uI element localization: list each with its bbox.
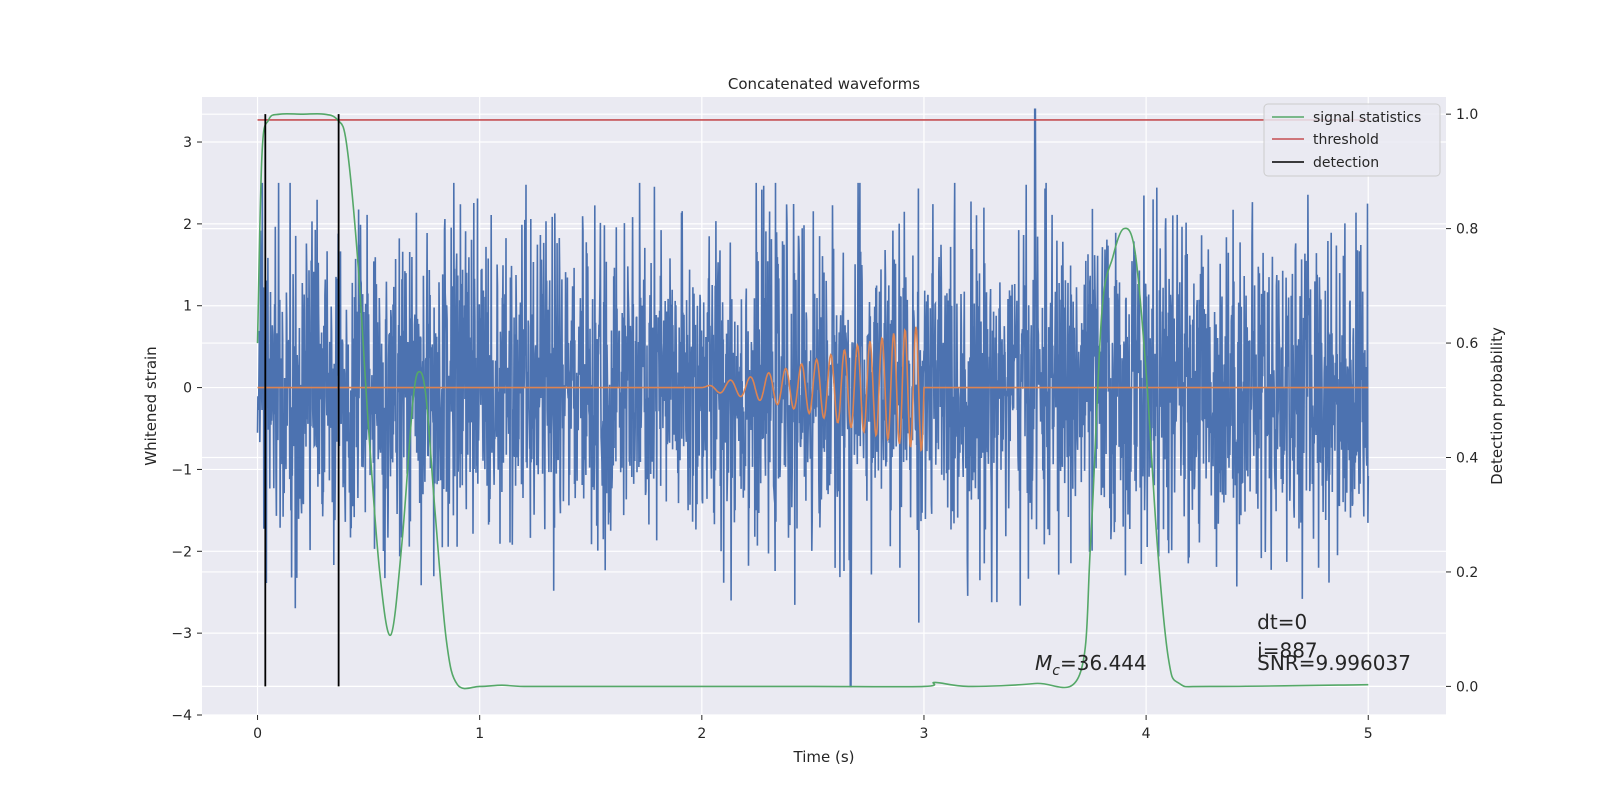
template-series — [257, 326, 1369, 452]
y-tick-label: −3 — [171, 626, 192, 642]
y-right-tick-label: 0.4 — [1456, 451, 1478, 467]
noise-line — [256, 108, 1370, 688]
y-axis-right-label: Detection probability — [1488, 327, 1506, 485]
x-tick-label: 2 — [697, 726, 706, 742]
y-right-tick-label: 0.0 — [1456, 679, 1478, 695]
legend-frame — [1263, 103, 1441, 177]
y-tick-label: 2 — [183, 217, 192, 233]
legend-label-detection: detection — [1313, 155, 1379, 171]
legend: signal statistics threshold detection — [1263, 103, 1441, 177]
chart-title: Concatenated waveforms — [728, 75, 920, 93]
y-tick-label: 3 — [183, 135, 192, 151]
x-tick-label: 3 — [920, 726, 929, 742]
noise-series — [256, 108, 1370, 688]
signal-statistics-line — [256, 112, 1369, 690]
annotations: dt=0 i=887 SNR=9.996037 Mc=36.444 — [1035, 610, 1411, 679]
y-right-tick-label: 1.0 — [1456, 107, 1478, 123]
annotation-chirp-mass-value: =36.444 — [1060, 651, 1147, 675]
legend-label-threshold: threshold — [1313, 132, 1379, 148]
annotation-snr: SNR=9.996037 — [1257, 651, 1411, 675]
ticks: 0 1 2 3 4 5 3 2 1 0 −1 −2 −3 −4 1.0 0.8 0.6 0.4 0.2 0.0 — [171, 107, 1478, 742]
legend-label-signal-statistics: signal statistics — [1313, 110, 1421, 126]
x-tick-label: 1 — [475, 726, 484, 742]
y-right-tick-label: 0.2 — [1456, 565, 1478, 581]
annotation-chirp-mass: Mc=36.444 — [1035, 651, 1147, 679]
y-right-tick-label: 0.6 — [1456, 336, 1478, 352]
x-tick-label: 5 — [1364, 726, 1373, 742]
x-axis-label: Time (s) — [793, 748, 855, 766]
y-right-tick-label: 0.8 — [1456, 222, 1478, 238]
annotation-dt: dt=0 — [1257, 610, 1307, 634]
annotation-index: i=887 — [1257, 639, 1318, 663]
y-tick-label: −4 — [171, 708, 192, 724]
y-tick-label: −1 — [171, 462, 192, 478]
y-tick-label: 0 — [183, 381, 192, 397]
x-tick-label: 4 — [1142, 726, 1151, 742]
y-tick-label: −2 — [171, 544, 192, 560]
y-axis-label: Whitened strain — [142, 346, 160, 465]
right-axis-series — [256, 112, 1369, 690]
annotation-chirp-mass-symbol: M — [1035, 651, 1052, 675]
x-tick-label: 0 — [253, 726, 262, 742]
template-line — [257, 326, 1369, 452]
annotation-chirp-mass-subscript: c — [1052, 663, 1060, 679]
y-tick-label: 1 — [183, 299, 192, 315]
